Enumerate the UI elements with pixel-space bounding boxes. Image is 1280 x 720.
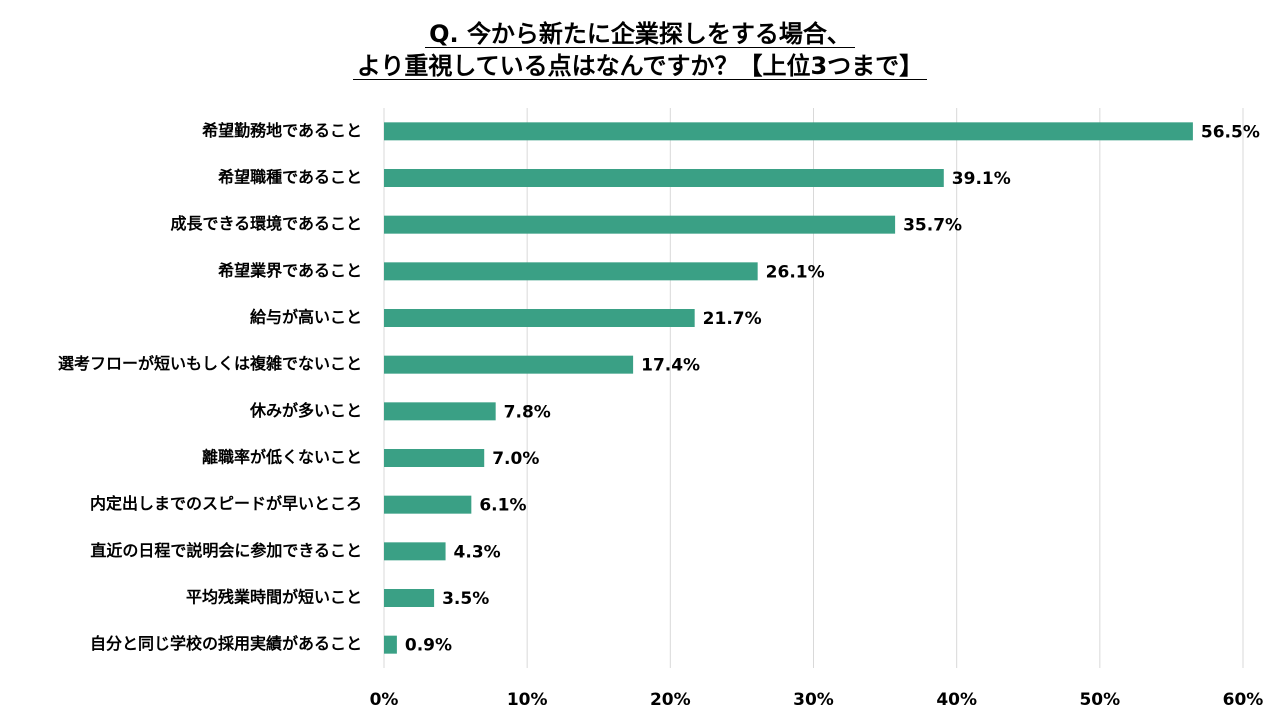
bar-6 [384, 355, 634, 374]
x-tick-label-50: 50% [1079, 690, 1120, 710]
category-label-12: 自分と同じ学校の採用実績があること [90, 634, 362, 653]
bar-9 [384, 495, 472, 514]
bar-3 [384, 215, 896, 234]
category-label-3: 成長できる環境であること [170, 214, 362, 233]
value-label-8: 7.0% [492, 449, 539, 469]
x-tick-label-30: 30% [793, 690, 834, 710]
value-label-4: 26.1% [766, 262, 825, 282]
category-label-10: 直近の日程で説明会に参加できること [90, 541, 362, 560]
value-label-6: 17.4% [641, 356, 700, 376]
bar-4 [384, 262, 758, 281]
value-label-9: 6.1% [479, 496, 526, 516]
x-tick-label-40: 40% [936, 690, 977, 710]
category-label-6: 選考フローが短いもしくは複雑でないこと [58, 354, 362, 373]
value-label-2: 39.1% [952, 169, 1011, 189]
value-label-10: 4.3% [454, 542, 501, 562]
chart-title-line-1: Q. 今から新たに企業探しをする場合、 [425, 21, 855, 48]
x-tick-label-20: 20% [650, 690, 691, 710]
bar-10 [384, 542, 446, 561]
value-label-5: 21.7% [703, 309, 762, 329]
category-label-4: 希望業界であること [218, 261, 362, 280]
bar-5 [384, 309, 695, 327]
value-label-7: 7.8% [504, 402, 551, 422]
value-label-1: 56.5% [1201, 122, 1260, 142]
category-label-1: 希望勤務地であること [202, 121, 362, 140]
x-tick-label-10: 10% [507, 690, 548, 710]
category-label-5: 給与が高いこと [250, 308, 362, 327]
value-label-11: 3.5% [442, 589, 489, 609]
category-label-9: 内定出しまでのスピードが早いところ [90, 494, 362, 513]
x-tick-label-60: 60% [1223, 690, 1264, 710]
category-label-2: 希望職種であること [218, 168, 362, 187]
category-label-8: 離職率が低くないこと [202, 448, 362, 467]
bar-8 [384, 449, 485, 467]
category-label-7: 休みが多いこと [249, 401, 362, 420]
bar-11 [384, 589, 435, 607]
value-label-3: 35.7% [903, 216, 962, 236]
bar-12 [384, 635, 397, 654]
chart-title-line-2: より重視している点はなんですか？【上位3つまで】 [352, 53, 928, 80]
bar-7 [384, 402, 496, 421]
value-label-12: 0.9% [405, 636, 452, 656]
category-label-11: 平均残業時間が短いこと [186, 588, 362, 607]
bar-2 [384, 169, 944, 187]
bar-1 [384, 122, 1193, 141]
x-tick-label-0: 0% [370, 690, 399, 710]
chart-title: Q. 今から新たに企業探しをする場合、 より重視している点はなんですか？【上位3… [0, 18, 1280, 82]
